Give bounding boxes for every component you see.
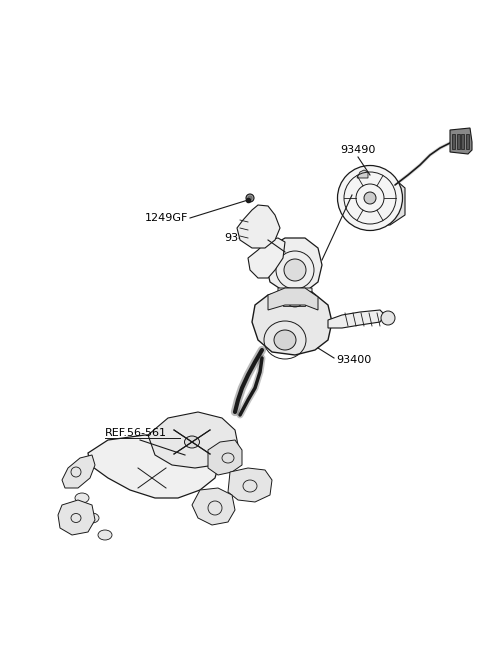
Polygon shape [148, 412, 238, 468]
Ellipse shape [381, 311, 395, 325]
Polygon shape [328, 310, 385, 328]
Bar [456, 134, 459, 149]
Ellipse shape [75, 493, 89, 503]
Ellipse shape [337, 166, 403, 231]
Ellipse shape [85, 513, 99, 523]
Polygon shape [278, 288, 312, 308]
Bar [466, 134, 468, 149]
Text: 93400: 93400 [336, 355, 371, 365]
Text: REF.56-561: REF.56-561 [105, 428, 167, 438]
Polygon shape [58, 500, 95, 535]
Ellipse shape [246, 194, 254, 202]
Ellipse shape [284, 259, 306, 281]
Polygon shape [62, 455, 95, 488]
Bar [461, 134, 464, 149]
Ellipse shape [248, 196, 252, 200]
Polygon shape [450, 128, 472, 154]
Polygon shape [208, 440, 242, 475]
Polygon shape [252, 290, 332, 355]
Polygon shape [248, 238, 285, 278]
Polygon shape [348, 175, 405, 225]
Ellipse shape [274, 330, 296, 350]
Polygon shape [237, 205, 280, 248]
Text: 1249GF: 1249GF [144, 213, 188, 223]
Ellipse shape [98, 530, 112, 540]
Polygon shape [228, 468, 272, 502]
Polygon shape [88, 435, 220, 498]
Text: 93490: 93490 [340, 145, 376, 155]
Text: 93480A: 93480A [224, 233, 267, 243]
Polygon shape [192, 488, 235, 525]
Polygon shape [357, 170, 368, 178]
Ellipse shape [364, 192, 376, 204]
Ellipse shape [184, 436, 200, 448]
Polygon shape [268, 288, 318, 310]
Bar [452, 134, 455, 149]
Polygon shape [266, 238, 322, 292]
Bar [283, 296, 305, 306]
